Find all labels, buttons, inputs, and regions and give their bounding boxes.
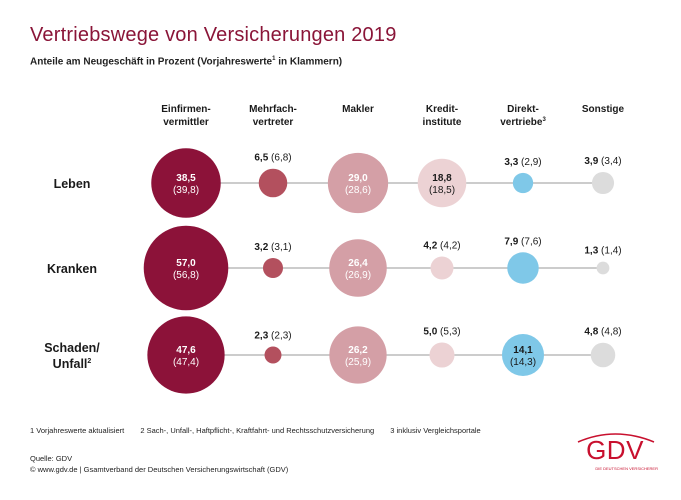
- subtitle-footnote-mark: 1: [272, 56, 276, 62]
- data-label-direkt-2: 14,1: [513, 345, 533, 356]
- prior-label-kredit-0: (18,5): [429, 185, 455, 196]
- bubble-einfirmen-2: [147, 316, 225, 394]
- bubble-mehrfach-1: [262, 257, 284, 279]
- gdv-logo: GDV DIE DEUTSCHEN VERSICHERER: [572, 430, 658, 478]
- data-label-kredit-2: 5,0 (5,3): [423, 326, 460, 337]
- bubble-makler-0: [327, 152, 389, 214]
- data-label-kredit-1: 4,2 (4,2): [423, 241, 460, 252]
- bubble-direkt-2: [501, 333, 545, 377]
- row-label-0: Leben: [54, 177, 91, 191]
- chart-subtitle: Anteile am Neugeschäft in Prozent (Vorja…: [30, 56, 342, 67]
- bubble-sonstige-2: [590, 342, 616, 368]
- bubble-mehrfach-0: [258, 168, 288, 198]
- data-label-mehrfach-2: 2,3 (2,3): [254, 331, 291, 342]
- bubble-sonstige-1: [596, 261, 610, 275]
- bubble-einfirmen-0: [151, 148, 221, 218]
- data-label-sonstige-1: 1,3 (1,4): [584, 246, 621, 257]
- data-label-kredit-0: 18,8: [432, 173, 452, 184]
- bubble-chart: Einfirmen-vermittler Mehrfach-vertreter Ma…: [44, 104, 625, 394]
- data-label-einfirmen-0: 38,5: [176, 173, 196, 184]
- bubble-makler-2: [329, 326, 387, 384]
- footnote-3: 3 inklusiv Vergleichsportale: [390, 426, 481, 435]
- bubble-einfirmen-1: [143, 225, 229, 311]
- bubble-kredit-1: [430, 256, 454, 280]
- logo-arc: [577, 433, 655, 443]
- data-label-sonstige-0: 3,9 (3,4): [584, 156, 621, 167]
- footnote-1: 1 Vorjahreswerte aktualisiert: [30, 426, 125, 435]
- prior-label-einfirmen-0: (39,8): [173, 185, 199, 196]
- subtitle-text-end: in Klammern): [275, 56, 343, 68]
- data-label-mehrfach-1: 3,2 (3,1): [254, 242, 291, 253]
- bubble-makler-1: [329, 239, 387, 297]
- bubble-direkt-1: [507, 252, 539, 284]
- column-header-mehrfach: Mehrfach-vertreter: [249, 104, 297, 128]
- data-label-mehrfach-0: 6,5 (6,8): [254, 153, 291, 164]
- bubble-mehrfach-2: [264, 346, 282, 364]
- column-header-direkt: Direkt-vertriebe3: [500, 104, 546, 128]
- data-label-sonstige-2: 4,8 (4,8): [584, 327, 621, 338]
- data-label-direkt-1: 7,9 (7,6): [504, 236, 541, 247]
- column-header-einfirmen: Einfirmen-vermittler: [161, 104, 210, 128]
- footnote-2: 2 Sach-, Unfall-, Haftpflicht-, Kraftfah…: [140, 426, 375, 435]
- bubble-kredit-0: [417, 158, 467, 208]
- row-label-1: Kranken: [47, 262, 97, 276]
- source-block: Quelle: GDV © www.gdv.de | Gsamtverband …: [30, 453, 288, 475]
- data-label-einfirmen-2: 47,6: [176, 345, 196, 356]
- bubble-kredit-2: [429, 342, 455, 368]
- column-header-sonstige: Sonstige: [582, 104, 625, 115]
- logo-claim: DIE DEUTSCHEN VERSICHERER: [595, 466, 658, 471]
- chart-title: Vertriebswege von Versicherungen 2019: [30, 24, 397, 46]
- logo-text: GDV: [586, 435, 644, 465]
- data-label-einfirmen-1: 57,0: [176, 258, 196, 269]
- data-label-makler-1: 26,4: [348, 258, 368, 269]
- bubble-sonstige-0: [591, 171, 615, 195]
- prior-label-makler-2: (25,9): [345, 357, 371, 368]
- footnotes: 1 Vorjahreswerte aktualisiert 2 Sach-, U…: [30, 426, 495, 435]
- subtitle-text: Anteile am Neugeschäft in Prozent (Vorja…: [30, 56, 273, 68]
- prior-label-einfirmen-2: (47,4): [173, 357, 199, 368]
- data-label-direkt-0: 3,3 (2,9): [504, 157, 541, 168]
- column-header-kredit: Kredit-institute: [423, 104, 462, 128]
- bubble-direkt-0: [512, 172, 534, 194]
- column-header-makler: Makler: [342, 104, 374, 115]
- prior-label-makler-1: (26,9): [345, 270, 371, 281]
- prior-label-direkt-2: (14,3): [510, 357, 536, 368]
- prior-label-makler-0: (28,6): [345, 185, 371, 196]
- copyright-line: © www.gdv.de | Gsamtverband der Deutsche…: [30, 465, 289, 474]
- source-line: Quelle: GDV: [30, 454, 73, 463]
- data-label-makler-2: 26,2: [348, 345, 368, 356]
- row-label-2: Schaden/Unfall2: [44, 341, 100, 371]
- data-label-makler-0: 29,0: [348, 173, 368, 184]
- prior-label-einfirmen-1: (56,8): [173, 270, 199, 281]
